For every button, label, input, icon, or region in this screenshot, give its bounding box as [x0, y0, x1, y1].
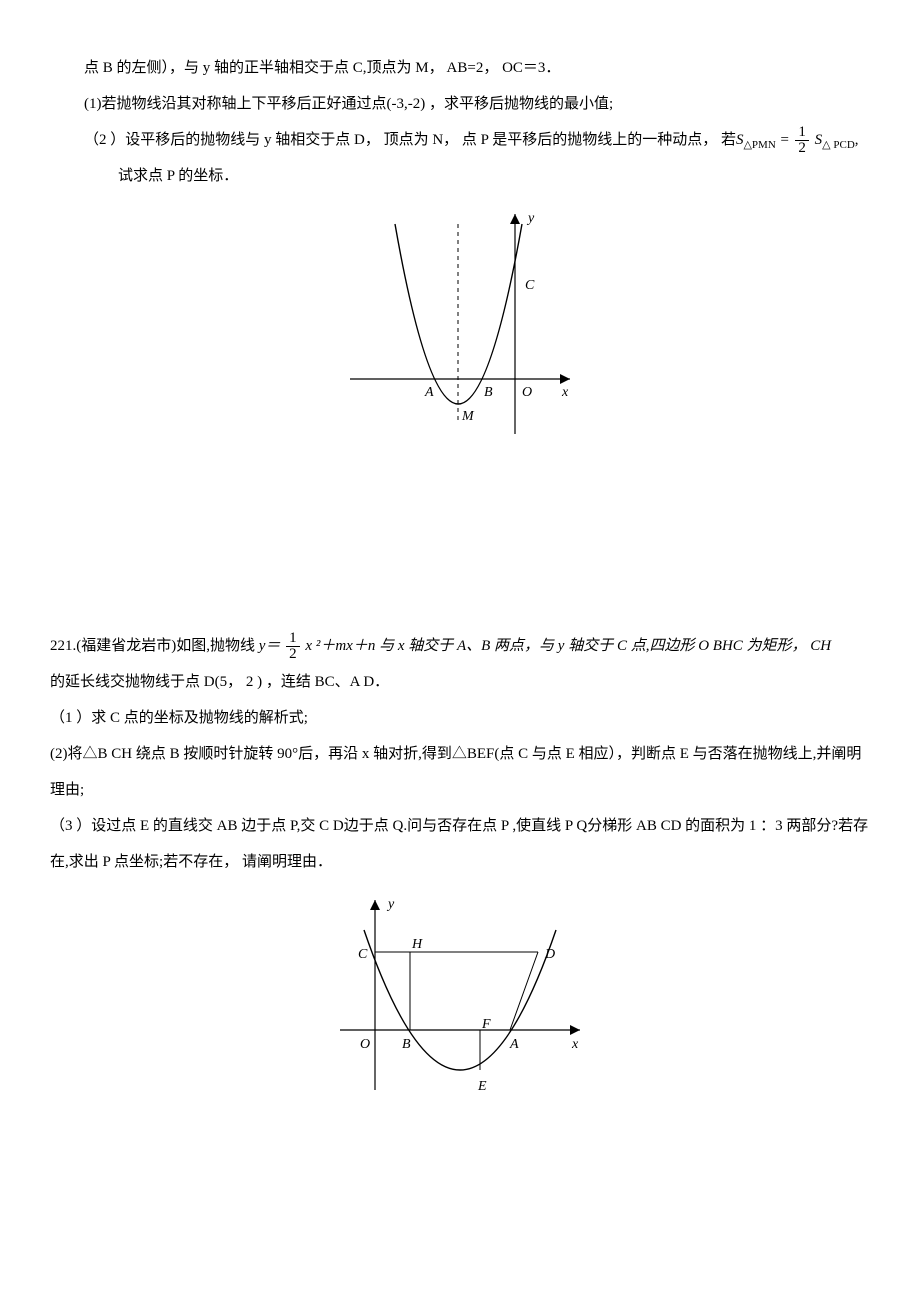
p220-q2b: 试求点 P 的坐标． — [50, 158, 870, 194]
svg-text:O: O — [360, 1037, 370, 1052]
svg-text:B: B — [484, 385, 493, 400]
eq-spmn: S△PMN = 1 2 S△ PCD, — [736, 122, 859, 158]
p221-q2: (2)将△B CH 绕点 B 按顺时针旋转 90°后，再沿 x 轴对折,得到△B… — [50, 736, 870, 808]
sub-pmn: △PMN — [743, 139, 775, 151]
num: 1 — [286, 631, 300, 647]
eq-sign: = — [780, 132, 794, 148]
num: 1 — [795, 125, 809, 141]
text: （3 ）设过点 E 的直线交 AB 边于点 P,交 C D边于点 Q.问与否存在… — [50, 818, 868, 870]
diagram-1-wrap: y x O A B C M — [50, 204, 870, 458]
frac-half: 1 2 — [795, 125, 809, 156]
svg-text:O: O — [522, 385, 532, 400]
p221-q3: （3 ）设过点 E 的直线交 AB 边于点 P,交 C D边于点 Q.问与否存在… — [50, 808, 870, 880]
p221-line-d: 的延长线交抛物线于点 D(5， 2 ) ，连结 BC、A D． — [50, 664, 870, 700]
svg-text:E: E — [477, 1079, 487, 1094]
text: 试求点 P 的坐标． — [118, 168, 238, 184]
den: 2 — [795, 141, 809, 156]
diagram-2: y x O C H D B A F E — [320, 890, 600, 1110]
text: (1)若抛物线沿其对称轴上下平移后正好通过点(-3,-2) ，求平移后抛物线的最… — [84, 96, 613, 112]
svg-text:A: A — [509, 1037, 519, 1052]
spacer — [50, 488, 870, 628]
diagram-2-wrap: y x O C H D B A F E — [50, 890, 870, 1124]
svg-text:C: C — [358, 947, 368, 962]
svg-text:B: B — [402, 1037, 411, 1052]
p220-q1: (1)若抛物线沿其对称轴上下平移后正好通过点(-3,-2) ，求平移后抛物线的最… — [50, 86, 870, 122]
svg-text:F: F — [481, 1017, 491, 1032]
prefix: 221.(福建省龙岩市)如图,抛物线 — [50, 638, 259, 654]
svg-text:y: y — [386, 897, 395, 912]
sub-pcd: △ PCD — [822, 139, 855, 151]
svg-text:C: C — [525, 278, 535, 293]
frac-half-2: 1 2 — [286, 631, 300, 662]
svg-text:D: D — [544, 947, 555, 962]
svg-text:x: x — [571, 1037, 579, 1052]
eq-rhs: x ²＋mx＋n 与 x 轴交于 A、B 两点，与 y 轴交于 C 点,四边形 … — [305, 638, 831, 654]
diagram-1: y x O A B C M — [330, 204, 590, 444]
eq-lhs: y＝ — [259, 638, 281, 654]
svg-text:x: x — [561, 385, 569, 400]
text: （1 ）求 C 点的坐标及抛物线的解析式; — [50, 710, 308, 726]
p220-q2: （2 ）设平移后的抛物线与 y 轴相交于点 D， 顶点为 N， 点 P 是平移后… — [50, 122, 870, 158]
svg-text:y: y — [526, 211, 535, 226]
text: 的延长线交抛物线于点 D(5， 2 ) ，连结 BC、A D． — [50, 674, 389, 690]
svg-text:H: H — [411, 937, 423, 952]
text: （2 ）设平移后的抛物线与 y 轴相交于点 D， 顶点为 N， 点 P 是平移后… — [84, 122, 736, 158]
svg-text:A: A — [424, 385, 434, 400]
den: 2 — [286, 647, 300, 662]
text: 点 B 的左侧），与 y 轴的正半轴相交于点 C,顶点为 M， AB=2， OC… — [84, 60, 560, 76]
text: (2)将△B CH 绕点 B 按顺时针旋转 90°后，再沿 x 轴对折,得到△B… — [50, 746, 861, 798]
p221-q1: （1 ）求 C 点的坐标及抛物线的解析式; — [50, 700, 870, 736]
p221-stem: 221.(福建省龙岩市)如图,抛物线 y＝ 1 2 x ²＋mx＋n 与 x 轴… — [50, 628, 870, 664]
p220-line0: 点 B 的左侧），与 y 轴的正半轴相交于点 C,顶点为 M， AB=2， OC… — [50, 50, 870, 86]
svg-text:M: M — [461, 409, 475, 424]
